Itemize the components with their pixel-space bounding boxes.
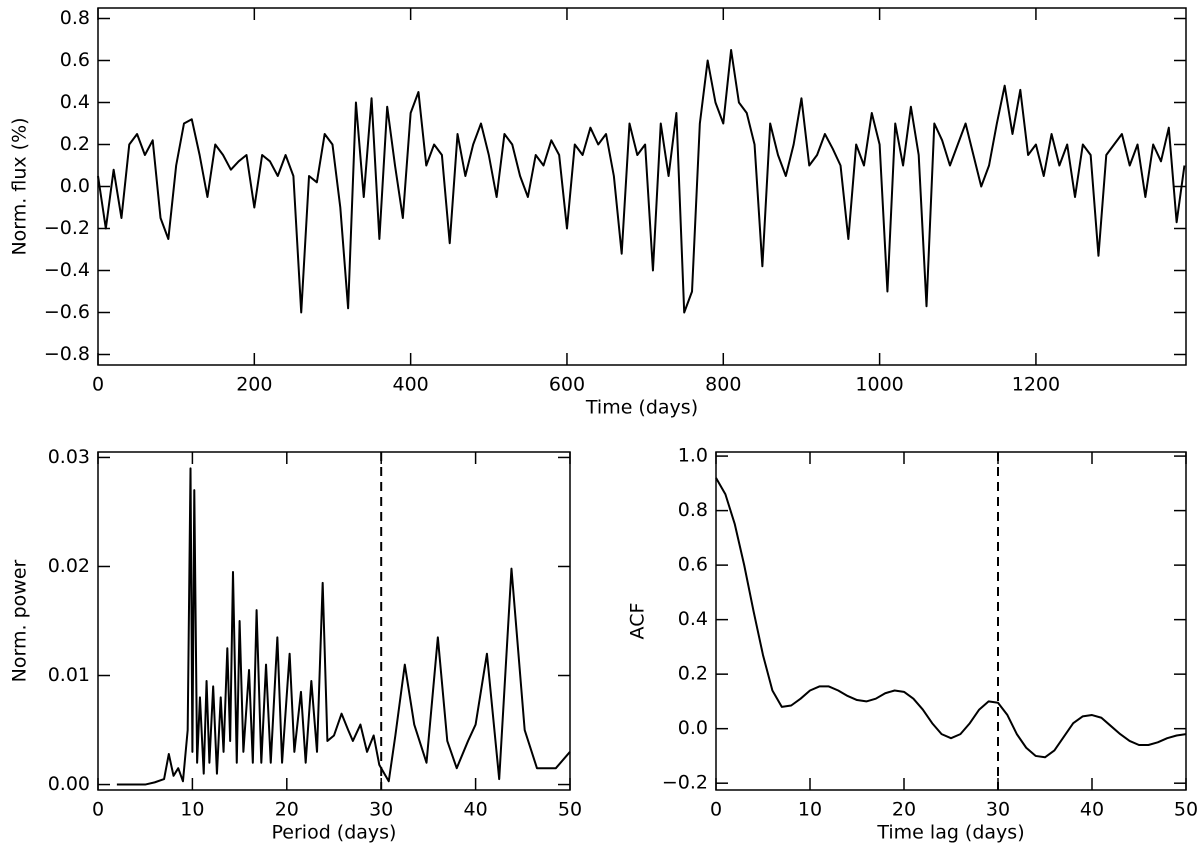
y-tick-label: 0.0 <box>678 717 708 739</box>
y-tick-label: 0.8 <box>60 7 90 29</box>
x-tick-label: 20 <box>275 799 299 821</box>
plot-frame <box>715 451 1187 791</box>
y-tick-label: 0.6 <box>60 49 90 71</box>
x-axis-label: Period (days) <box>272 822 397 844</box>
data-line <box>97 49 1186 314</box>
y-tick-label: 0.4 <box>60 91 90 113</box>
x-axis-label: Time lag (days) <box>876 822 1024 844</box>
y-tick-label: −0.4 <box>44 259 90 281</box>
x-tick-label: 10 <box>180 799 204 821</box>
x-tick-label: 30 <box>986 799 1010 821</box>
x-tick-label: 30 <box>369 799 393 821</box>
y-axis-label: ACF <box>627 603 649 640</box>
y-axis-label: Norm. flux (%) <box>9 117 31 255</box>
x-tick-label: 0 <box>92 799 104 821</box>
x-tick-label: 0 <box>92 374 104 396</box>
y-tick-label: 0.00 <box>48 773 90 795</box>
x-axis-label: Time (days) <box>585 397 698 419</box>
x-tick-label: 50 <box>558 799 582 821</box>
plot-frame <box>97 7 1187 366</box>
y-tick-label: 0.02 <box>48 555 90 577</box>
x-tick-label: 40 <box>464 799 488 821</box>
y-tick-label: −0.2 <box>44 217 90 239</box>
y-tick-label: −0.2 <box>662 772 708 794</box>
x-tick-label: 600 <box>549 374 585 396</box>
x-tick-label: 20 <box>892 799 916 821</box>
x-tick-label: 1000 <box>855 374 903 396</box>
x-tick-label: 50 <box>1174 799 1198 821</box>
x-tick-label: 40 <box>1080 799 1104 821</box>
x-tick-label: 200 <box>236 374 272 396</box>
data-line <box>715 477 1187 759</box>
y-tick-label: 0.6 <box>678 554 708 576</box>
y-tick-label: 0.01 <box>48 664 90 686</box>
data-line <box>116 467 571 786</box>
y-tick-label: 0.4 <box>678 608 708 630</box>
y-tick-label: −0.6 <box>44 301 90 323</box>
x-tick-label: 800 <box>705 374 741 396</box>
plot-frame <box>97 451 571 791</box>
y-tick-label: 0.2 <box>678 663 708 685</box>
y-tick-label: 1.0 <box>678 445 708 467</box>
x-tick-label: 1200 <box>1012 374 1060 396</box>
y-tick-label: 0.0 <box>60 175 90 197</box>
x-tick-label: 10 <box>798 799 822 821</box>
y-tick-label: 0.03 <box>48 446 90 468</box>
y-axis-label: Norm. power <box>9 560 31 683</box>
y-tick-label: 0.8 <box>678 499 708 521</box>
x-tick-label: 400 <box>393 374 429 396</box>
y-tick-label: 0.2 <box>60 133 90 155</box>
y-tick-label: −0.8 <box>44 343 90 365</box>
x-tick-label: 0 <box>710 799 722 821</box>
